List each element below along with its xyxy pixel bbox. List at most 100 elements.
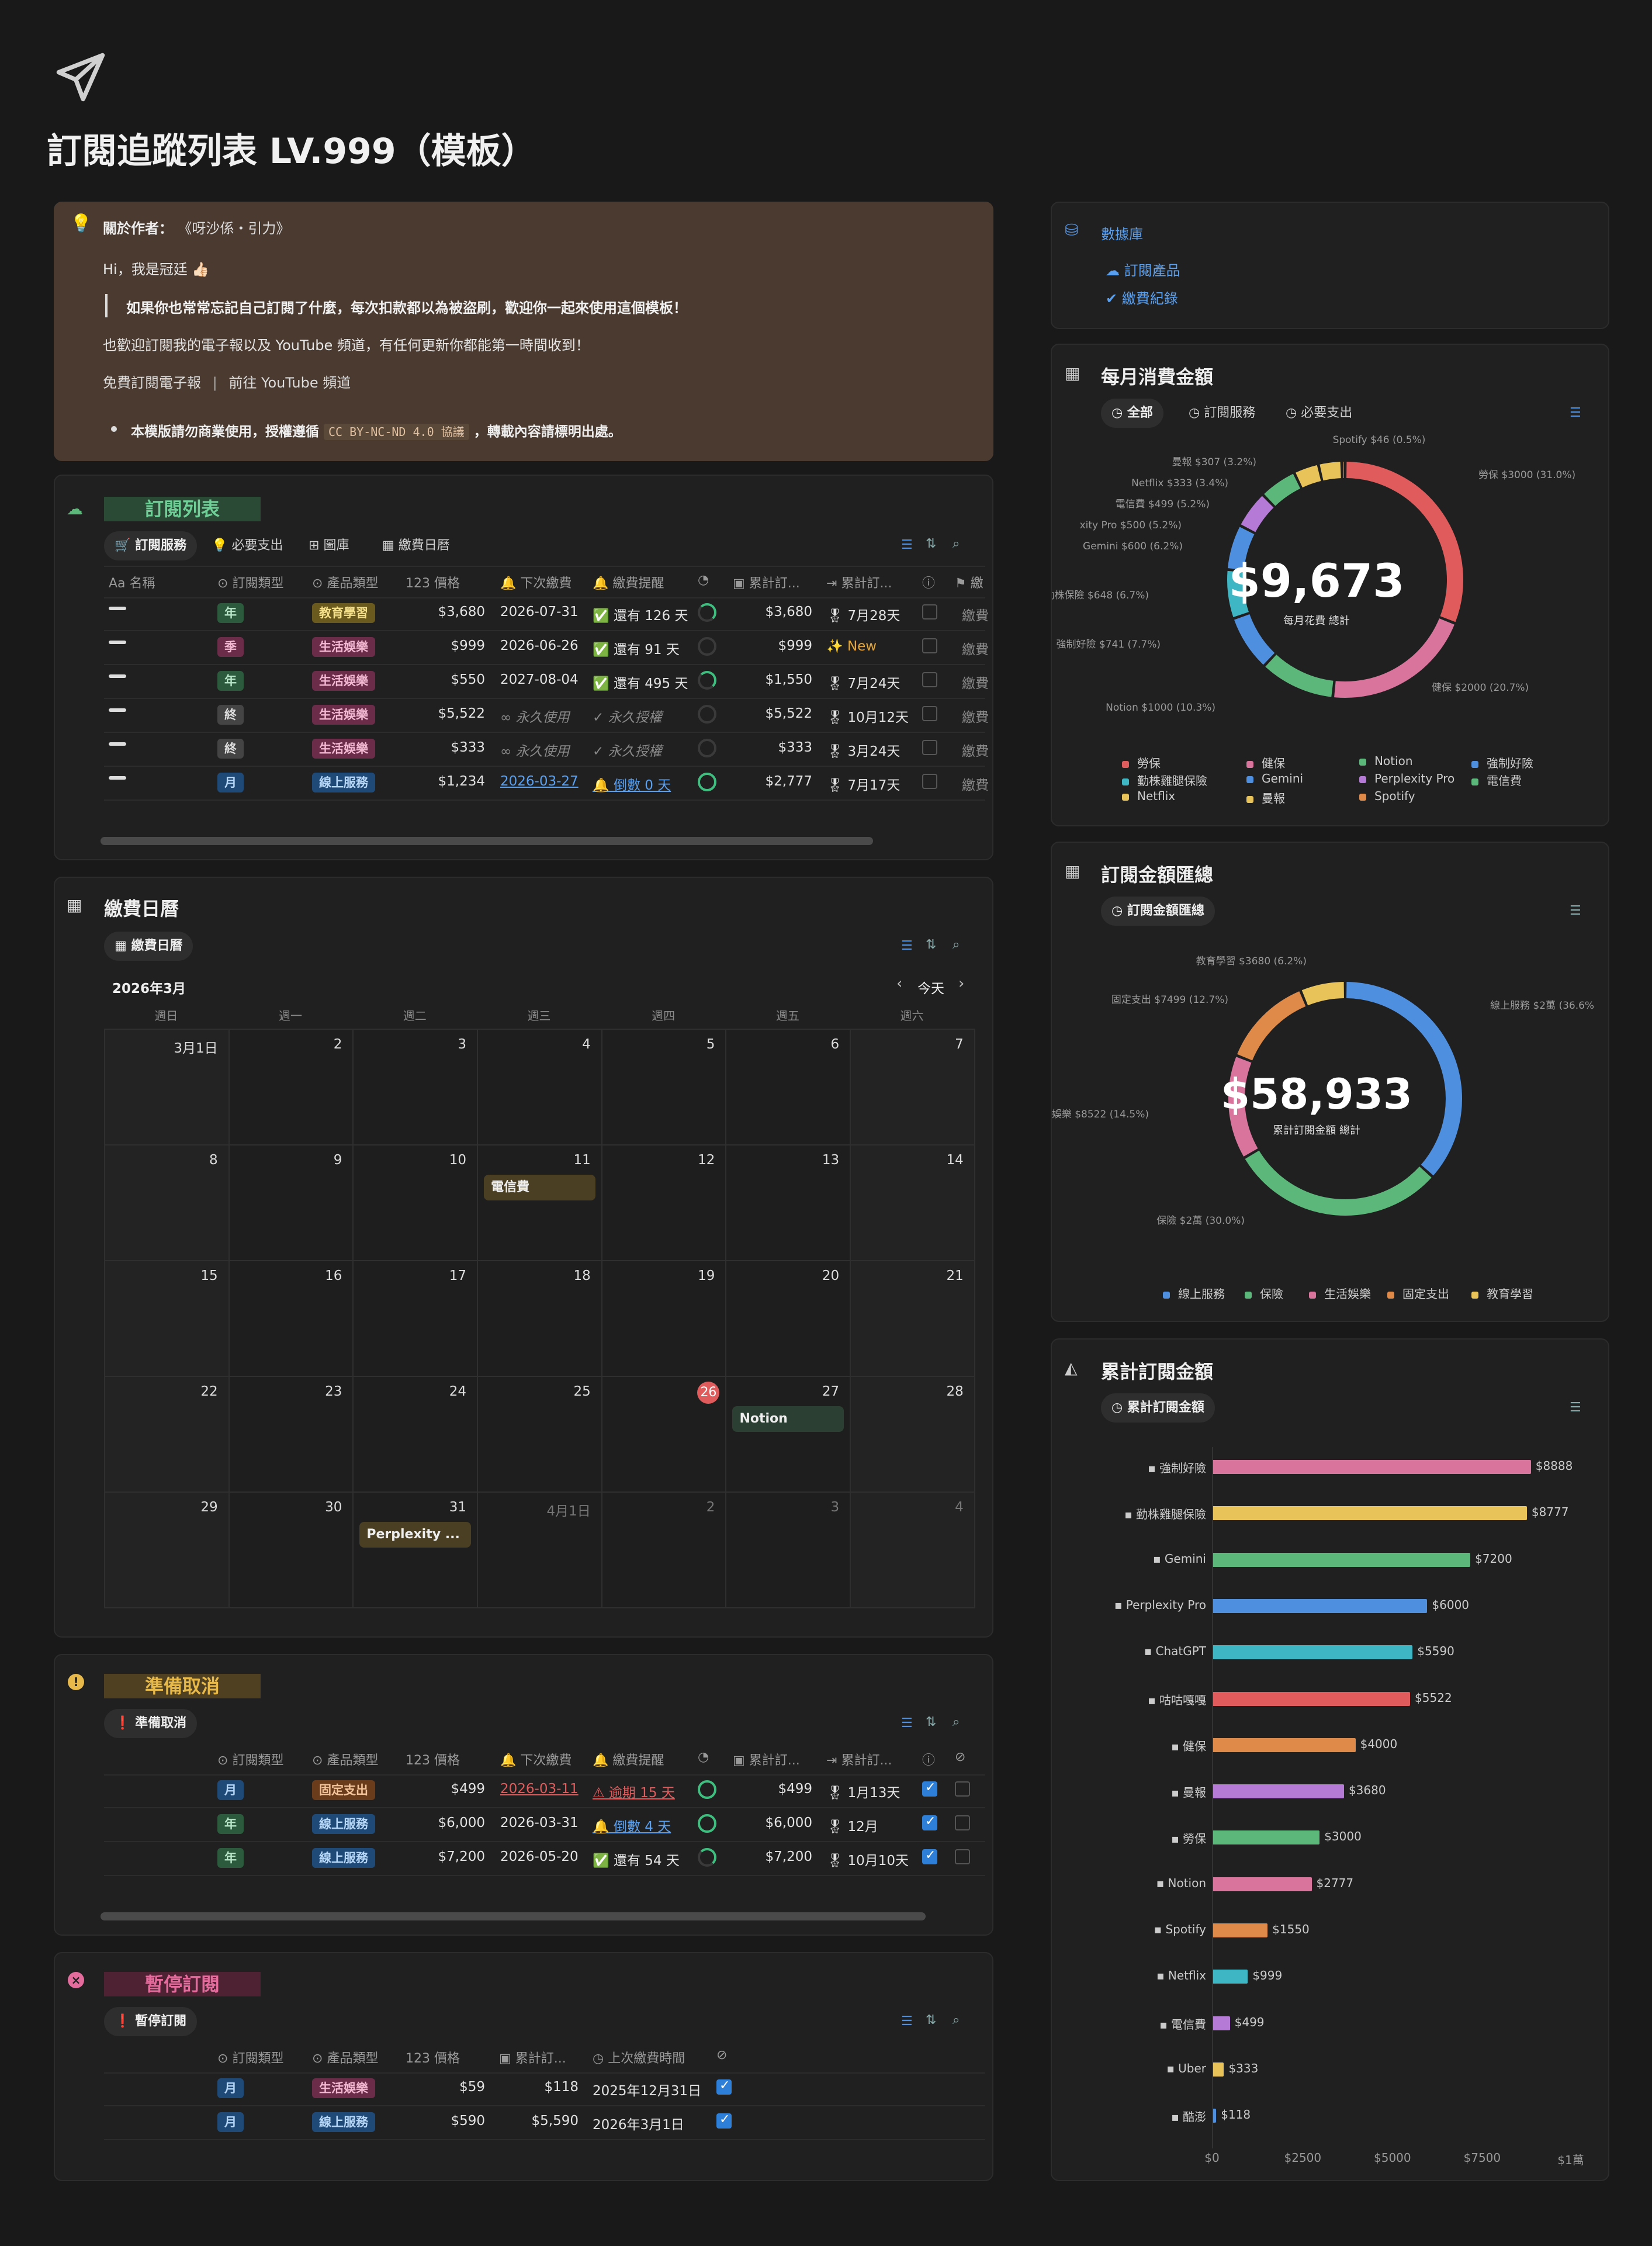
name-cell[interactable] — [109, 674, 126, 678]
alert-checkbox[interactable] — [922, 1848, 937, 1864]
col-sub-type[interactable]: ⊙ 訂閱類型 — [217, 2051, 284, 2066]
bar[interactable] — [1212, 1506, 1527, 1521]
col-cancel[interactable]: ⊘ — [955, 1750, 966, 1764]
bar[interactable] — [1212, 1738, 1356, 1752]
search-icon[interactable]: ⌕ — [953, 937, 960, 952]
col-next-pay[interactable]: 🔔 下次繳費 — [500, 576, 572, 591]
filter-icon[interactable]: ☰ — [901, 1716, 913, 1731]
calendar-day[interactable]: 2 — [602, 1493, 727, 1608]
col-alert[interactable]: ⓘ — [922, 1753, 936, 1768]
calendar-day[interactable]: 15 — [105, 1261, 230, 1377]
legend-entry[interactable]: 強制好險 — [1471, 754, 1533, 771]
col-duration[interactable]: ⇥ 累計訂... — [826, 576, 892, 591]
bar[interactable] — [1212, 1645, 1413, 1660]
database-title[interactable]: 數據庫 — [1101, 226, 1143, 243]
youtube-link[interactable]: 前往 YouTube 頻道 — [228, 375, 351, 391]
filter-icon[interactable]: ☰ — [901, 2014, 913, 2029]
alert-checkbox[interactable] — [922, 1780, 937, 1797]
calendar-day[interactable]: 21 — [851, 1261, 975, 1377]
calendar-day[interactable]: 3 — [354, 1030, 479, 1146]
payment-db-link[interactable]: ✔ 繳費紀錄 — [1106, 290, 1178, 307]
filter-icon[interactable]: ☰ — [901, 538, 913, 552]
calendar-day[interactable]: 2 — [229, 1030, 354, 1146]
cancel-checkbox[interactable] — [955, 1849, 970, 1864]
calendar-day[interactable]: 10 — [354, 1146, 479, 1261]
name-cell[interactable] — [109, 742, 126, 746]
calendar-day[interactable]: 7 — [851, 1030, 975, 1146]
legend-entry[interactable]: 健保 — [1246, 754, 1285, 771]
tab-payment-calendar[interactable]: ▦ 繳費日曆 — [382, 538, 450, 553]
bar[interactable] — [1212, 1598, 1428, 1613]
donut-slice[interactable] — [1237, 991, 1306, 1061]
alert-checkbox[interactable] — [922, 604, 937, 620]
calendar-day[interactable]: 5 — [602, 1030, 727, 1146]
today-button[interactable]: 今天 — [917, 981, 944, 996]
alert-checkbox[interactable] — [922, 774, 937, 789]
donut-slice[interactable] — [1296, 465, 1321, 488]
filter-icon[interactable]: ☰ — [1570, 406, 1581, 420]
calendar-day[interactable]: 9 — [229, 1146, 354, 1261]
col-price[interactable]: 123 價格 — [406, 1753, 460, 1768]
col-next-pay[interactable]: 🔔 下次繳費 — [500, 1753, 572, 1768]
col-total[interactable]: ▣ 累計訂... — [733, 576, 800, 591]
bar[interactable] — [1212, 2016, 1230, 2030]
calendar-day[interactable]: 31 Perplexity ... — [354, 1493, 479, 1608]
col-duration[interactable]: ⇥ 累計訂... — [826, 1753, 892, 1768]
col-product-type[interactable]: ⊙ 產品類型 — [312, 1753, 379, 1768]
tab-paused-view[interactable]: ❗ 暫停訂閱 — [104, 2007, 198, 2036]
horizontal-scrollbar[interactable] — [101, 837, 873, 845]
col-last[interactable]: ⚑ 繳 — [955, 576, 983, 591]
donut-slice[interactable] — [1234, 614, 1275, 665]
legend-entry[interactable]: 線上服務 — [1163, 1285, 1225, 1302]
cancel-checkbox[interactable] — [716, 2112, 732, 2129]
filter-icon[interactable]: ☰ — [1570, 904, 1581, 918]
col-alert[interactable]: ⓘ — [922, 576, 936, 591]
donut-slice[interactable] — [1264, 473, 1301, 506]
bar[interactable] — [1212, 1784, 1344, 1799]
tab-all[interactable]: ◷ 全部 — [1101, 399, 1163, 428]
calendar-event[interactable]: Perplexity ... — [359, 1522, 472, 1548]
col-sub-type[interactable]: ⊙ 訂閱類型 — [217, 1753, 284, 1768]
search-icon[interactable]: ⌕ — [953, 2013, 960, 2027]
legend-entry[interactable]: 曼報 — [1246, 789, 1285, 806]
calendar-day[interactable]: 20 — [726, 1261, 851, 1377]
col-sub-type[interactable]: ⊙ 訂閱類型 — [217, 576, 284, 591]
calendar-day[interactable]: 19 — [602, 1261, 727, 1377]
alert-checkbox[interactable] — [922, 638, 937, 653]
search-icon[interactable]: ⌕ — [953, 1715, 960, 1729]
bar[interactable] — [1212, 1923, 1268, 1937]
sort-icon[interactable]: ⇅ — [926, 2013, 937, 2027]
product-db-link[interactable]: ☁ 訂閱產品 — [1106, 262, 1180, 279]
alert-checkbox[interactable] — [922, 706, 937, 721]
calendar-day[interactable]: 24 — [354, 1377, 479, 1493]
calendar-day[interactable]: 11 電信費 — [478, 1146, 602, 1261]
calendar-day[interactable]: 3 — [726, 1493, 851, 1608]
donut-slice[interactable] — [1334, 618, 1454, 698]
calendar-day[interactable]: 13 — [726, 1146, 851, 1261]
calendar-event[interactable]: Notion — [732, 1406, 844, 1432]
alert-checkbox[interactable] — [922, 672, 937, 687]
name-cell[interactable] — [109, 607, 126, 610]
tab-calendar-view[interactable]: ▦ 繳費日曆 — [104, 932, 193, 961]
donut-slice[interactable] — [1346, 462, 1463, 622]
filter-icon[interactable]: ☰ — [1570, 1400, 1581, 1415]
calendar-day[interactable]: 29 — [105, 1493, 230, 1608]
calendar-day[interactable]: 4月1日 — [478, 1493, 602, 1608]
calendar-day[interactable]: 26 — [602, 1377, 727, 1493]
alert-checkbox[interactable] — [922, 1814, 937, 1830]
col-name[interactable]: Aa 名稱 — [109, 576, 155, 591]
name-cell[interactable] — [109, 776, 126, 780]
legend-entry[interactable]: 電信費 — [1471, 771, 1522, 788]
legend-entry[interactable]: 生活娛樂 — [1309, 1285, 1371, 1302]
col-product-type[interactable]: ⊙ 產品類型 — [312, 2051, 379, 2066]
donut-slice[interactable] — [1346, 982, 1462, 1176]
donut-slice[interactable] — [1265, 654, 1334, 697]
calendar-day[interactable]: 16 — [229, 1261, 354, 1377]
tab-cancel-view[interactable]: ❗ 準備取消 — [104, 1709, 198, 1738]
sort-icon[interactable]: ⇅ — [926, 537, 937, 551]
calendar-day[interactable]: 4 — [851, 1493, 975, 1608]
filter-icon[interactable]: ☰ — [901, 939, 913, 953]
newsletter-link[interactable]: 免費訂閱電子報 — [103, 375, 201, 391]
legend-entry[interactable]: Notion — [1359, 754, 1413, 768]
bar[interactable] — [1212, 1552, 1471, 1567]
